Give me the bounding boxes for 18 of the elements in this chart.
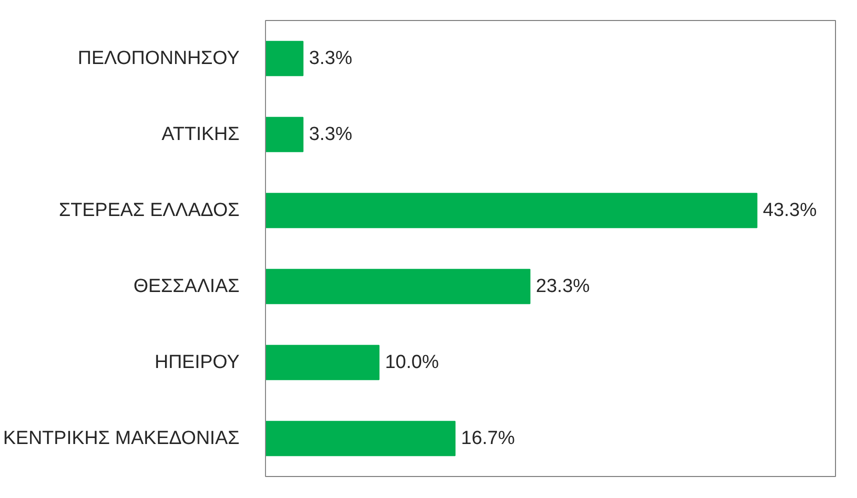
data-label: 23.3% <box>536 276 590 297</box>
bar <box>266 192 758 228</box>
y-tick-label: ΘΕΣΣΑΛΙΑΣ <box>133 276 240 297</box>
y-tick-label: ΠΕΛΟΠΟΝΝΗΣΟΥ <box>78 48 240 69</box>
data-label: 3.3% <box>308 124 352 145</box>
data-label: 3.3% <box>308 48 352 69</box>
bar <box>266 268 530 304</box>
y-tick-label: ΑΤΤΙΚΗΣ <box>162 124 240 145</box>
bar <box>266 420 456 456</box>
y-tick-label: ΣΤΕΡΕΑΣ ΕΛΛΑΔΟΣ <box>58 200 240 221</box>
data-label: 16.7% <box>461 428 515 449</box>
bar <box>266 116 304 152</box>
data-label: 43.3% <box>762 200 817 221</box>
data-label: 10.0% <box>384 352 439 373</box>
y-tick-label: ΚΕΝΤΡΙΚΗΣ ΜΑΚΕΔΟΝΙΑΣ <box>3 428 240 449</box>
bar <box>266 344 380 380</box>
bar <box>266 40 304 76</box>
y-tick-label: ΗΠΕΙΡΟΥ <box>154 352 240 373</box>
